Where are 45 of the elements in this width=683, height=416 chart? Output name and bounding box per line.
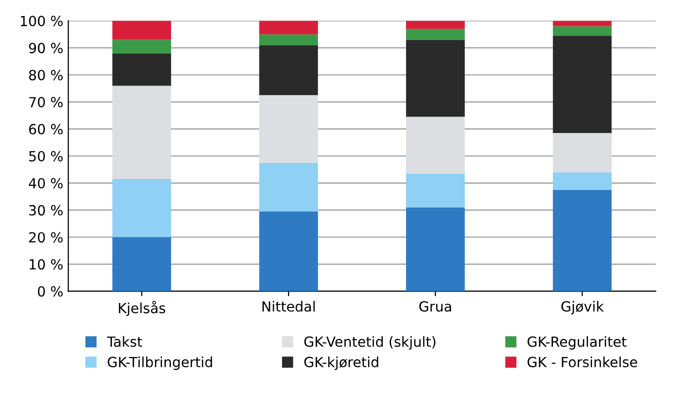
bar	[406, 28, 465, 40]
y-tick-label: 10 %	[30, 259, 63, 270]
bar	[406, 207, 465, 292]
y-tick-label: 20 %	[29, 232, 63, 243]
bar	[552, 20, 612, 26]
legend-label: GK-Tilbringertid	[108, 356, 212, 370]
y-tick-label: 70 %	[29, 96, 63, 108]
legend-label: GK-Ventetid (skjult)	[304, 336, 436, 350]
bar	[406, 116, 465, 174]
bar	[552, 133, 612, 172]
y-tick-label: 50 %	[29, 150, 63, 162]
x-tick-label: Grua	[419, 301, 452, 312]
bar	[552, 172, 612, 190]
x-tick-label: Nittedal	[262, 300, 315, 312]
bar	[406, 40, 465, 117]
bar	[259, 95, 318, 163]
bar	[552, 26, 612, 36]
y-tick-label: 0 %	[38, 286, 63, 297]
bar	[259, 20, 318, 34]
y-tick-label: 80 %	[29, 70, 63, 80]
bar	[112, 53, 172, 86]
legend-label: GK-Regularitet	[528, 336, 626, 350]
y-tick-label: 60 %	[29, 124, 63, 134]
bar	[112, 86, 172, 179]
legend-label: GK - Forsinkelse	[528, 356, 638, 368]
bar	[112, 20, 172, 40]
bar	[406, 174, 465, 208]
bar	[552, 36, 612, 134]
bar	[112, 40, 172, 54]
legend-label: Takst	[106, 336, 142, 347]
x-tick-label: Kjelsås	[118, 300, 166, 316]
y-tick-label: 90 %	[29, 42, 63, 54]
bar	[259, 211, 318, 292]
bar	[112, 237, 172, 292]
y-tick-label: 30 %	[29, 205, 63, 216]
y-tick-label: 100 %	[20, 16, 63, 26]
y-tick-label: 40 %	[28, 178, 63, 189]
x-tick-label: Gjøvik	[561, 300, 604, 314]
bar	[259, 45, 318, 96]
bar	[259, 162, 318, 212]
bar	[406, 20, 465, 29]
bar	[259, 34, 318, 46]
bar	[552, 190, 612, 292]
bar	[112, 178, 172, 238]
legend-label: GK-kjøretid	[304, 356, 378, 370]
